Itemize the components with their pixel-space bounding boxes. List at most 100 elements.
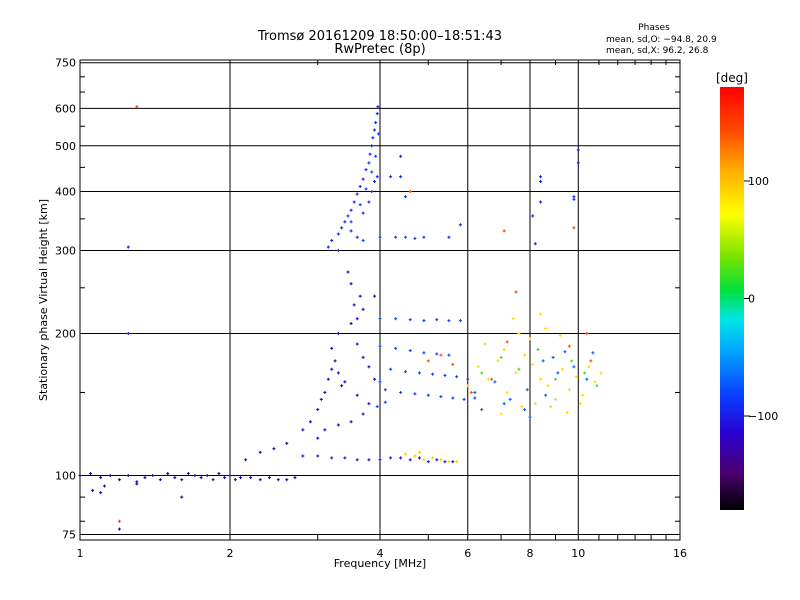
data-point <box>394 317 398 321</box>
data-point <box>301 428 305 432</box>
data-point <box>258 478 262 482</box>
data-point <box>126 332 130 336</box>
data-point <box>520 405 524 409</box>
data-point <box>367 200 371 204</box>
data-point <box>583 371 587 375</box>
data-point <box>343 220 347 224</box>
data-point <box>358 184 362 188</box>
data-point <box>599 371 603 375</box>
data-point <box>336 332 340 336</box>
data-point <box>370 144 374 148</box>
data-point <box>426 359 430 363</box>
data-point <box>533 242 537 246</box>
data-point <box>539 200 543 204</box>
data-point <box>375 175 379 179</box>
data-point <box>403 195 407 199</box>
data-point <box>486 377 490 381</box>
colorbar <box>720 87 744 510</box>
data-point <box>514 290 518 294</box>
data-point <box>549 405 553 409</box>
data-point <box>403 452 407 456</box>
colorbar-label: [deg] <box>716 71 748 85</box>
data-point <box>508 397 512 401</box>
data-point <box>539 377 543 381</box>
data-point <box>572 365 576 369</box>
data-point <box>439 395 443 399</box>
colorbar-ticks: 100 0 −100 <box>744 175 778 423</box>
data-point <box>301 454 305 458</box>
data-point <box>561 367 565 371</box>
data-point <box>228 474 232 478</box>
data-point <box>531 362 535 366</box>
data-point <box>558 334 562 338</box>
data-point <box>458 223 462 227</box>
colorbar-tick-label: 0 <box>748 293 755 306</box>
data-point <box>346 214 350 218</box>
data-point <box>117 519 121 523</box>
data-point <box>355 393 359 397</box>
data-point <box>361 412 365 416</box>
data-point <box>126 474 130 478</box>
data-point <box>371 136 375 140</box>
data-point <box>585 332 589 336</box>
data-point <box>180 495 184 499</box>
y-tick-label: 100 <box>55 470 76 483</box>
data-point <box>399 456 403 460</box>
data-point <box>180 478 184 482</box>
data-point <box>352 303 356 307</box>
data-point <box>413 237 417 241</box>
data-point <box>267 476 271 480</box>
data-point <box>502 402 506 406</box>
data-point <box>462 397 466 401</box>
y-tick-label: 750 <box>55 57 76 70</box>
data-point <box>272 447 276 451</box>
data-point <box>276 478 280 482</box>
data-point <box>466 384 470 388</box>
data-point <box>352 200 356 204</box>
data-point <box>173 476 177 480</box>
data-point <box>536 347 540 351</box>
data-point <box>349 229 353 233</box>
stats-title: Phases <box>638 23 670 33</box>
data-point <box>373 180 377 184</box>
data-point <box>166 471 170 475</box>
data-point <box>539 175 543 179</box>
data-point <box>565 411 569 415</box>
plot-frame <box>79 59 681 541</box>
data-point <box>316 436 320 440</box>
data-point <box>135 482 139 486</box>
data-point <box>563 350 567 354</box>
data-point <box>544 393 548 397</box>
data-point <box>355 342 359 346</box>
data-point <box>514 371 518 375</box>
y-tick-label: 75 <box>62 528 76 541</box>
y-axis-label: Stationary phase Virtual Height [km] <box>37 199 50 401</box>
data-point <box>426 460 430 464</box>
y-tick-label: 500 <box>55 140 76 153</box>
data-point <box>417 450 421 454</box>
x-tick-label: 1 <box>77 547 84 560</box>
data-point <box>367 458 371 462</box>
data-point <box>572 226 576 230</box>
x-tick-label: 16 <box>673 547 687 560</box>
y-tick-label: 400 <box>55 186 76 199</box>
data-point <box>469 390 473 394</box>
data-point <box>373 294 377 298</box>
data-point <box>89 471 93 475</box>
data-point <box>422 235 426 239</box>
data-point <box>373 377 377 381</box>
data-point <box>455 460 459 464</box>
data-point <box>502 347 506 351</box>
data-point <box>361 177 365 181</box>
data-point <box>389 456 393 460</box>
data-point <box>541 359 545 363</box>
data-point <box>364 187 368 191</box>
data-point <box>285 441 289 445</box>
data-point <box>336 232 340 236</box>
data-point <box>349 322 353 326</box>
data-point <box>556 371 560 375</box>
x-tick-label: 4 <box>377 547 384 560</box>
data-point <box>158 478 162 482</box>
data-point <box>364 168 368 172</box>
y-tick-label: 300 <box>55 244 76 257</box>
